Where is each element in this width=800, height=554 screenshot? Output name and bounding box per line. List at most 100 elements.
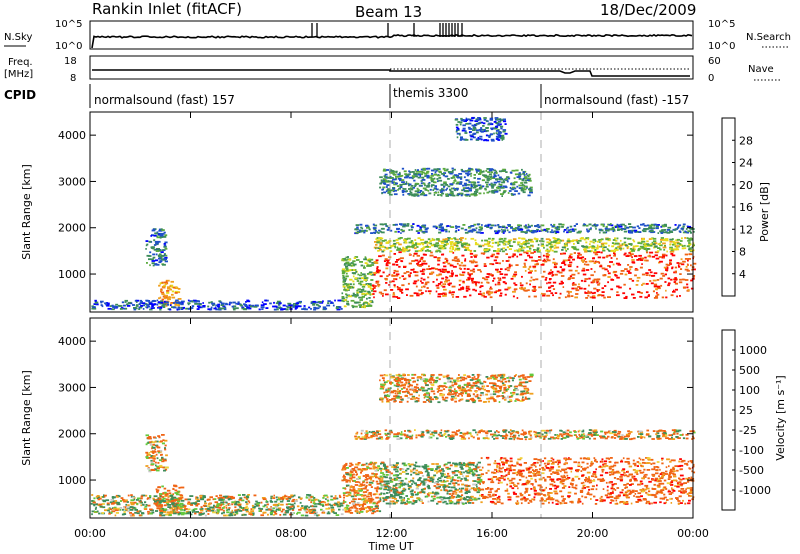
velocity-cell (310, 499, 315, 502)
power-cell (163, 300, 166, 303)
power-cell (480, 285, 484, 287)
velocity-cell (356, 463, 360, 466)
power-cell (462, 224, 466, 226)
velocity-cell (373, 474, 378, 477)
velocity-cell (354, 481, 359, 483)
power-cell (353, 257, 357, 259)
power-cell (594, 225, 597, 228)
power-cell (438, 240, 441, 242)
power-cell (550, 241, 553, 243)
power-cell (556, 228, 560, 231)
power-cell (589, 296, 593, 299)
power-cell (153, 239, 156, 242)
power-cell (581, 269, 586, 272)
power-cell (437, 259, 441, 262)
velocity-cell (149, 441, 151, 444)
power-cell (366, 230, 368, 232)
velocity-cell (375, 502, 379, 505)
power-cell (473, 254, 476, 257)
power-cell (630, 253, 634, 256)
velocity-cell (396, 499, 400, 502)
power-cell (528, 266, 531, 269)
power-cell (612, 239, 616, 241)
power-cell (506, 229, 509, 232)
velocity-cell (157, 462, 160, 464)
velocity-cell (308, 506, 310, 509)
power-cell (462, 264, 467, 267)
power-cell (604, 227, 607, 230)
power-cell (345, 283, 350, 286)
power-cell (404, 239, 407, 242)
velocity-cell (160, 449, 163, 452)
power-cell (526, 242, 530, 245)
velocity-cell (145, 434, 150, 437)
power-cell (312, 303, 316, 306)
power-cell (479, 290, 482, 293)
power-cell (648, 269, 652, 271)
velocity-cell (139, 497, 143, 500)
power-cell (523, 174, 526, 176)
power-cell (657, 232, 660, 234)
power-cell (438, 226, 442, 228)
velocity-cell (354, 466, 359, 469)
power-cell (473, 250, 477, 252)
power-cell (460, 194, 463, 197)
power-cell (377, 271, 381, 274)
velocity-cell (326, 498, 329, 501)
power-cell (432, 181, 435, 184)
velocity-cell (117, 494, 120, 497)
power-cell (383, 289, 387, 292)
power-cell (436, 188, 439, 191)
velocity-cell (146, 457, 149, 459)
power-cell (536, 230, 539, 233)
power-cell (518, 172, 521, 174)
power-cell (244, 305, 248, 307)
power-cell (390, 245, 393, 248)
power-cell (418, 289, 423, 292)
power-cell (477, 231, 481, 234)
power-cell (384, 223, 387, 225)
velocity-cell (431, 481, 434, 483)
power-cell (593, 278, 598, 281)
power-cell (174, 290, 179, 293)
velocity-cell (163, 504, 167, 507)
power-cell (442, 261, 446, 264)
velocity-cell (356, 494, 359, 496)
power-cell (438, 177, 442, 179)
power-cell (632, 226, 636, 229)
velocity-cell (280, 498, 285, 500)
power-cell (687, 240, 691, 242)
velocity-cell (304, 505, 308, 508)
power-cell (356, 259, 360, 261)
power-cell (430, 244, 434, 247)
power-cell (368, 297, 371, 299)
velocity-cell (349, 477, 353, 480)
power-cell (480, 281, 483, 284)
power-cell (631, 248, 635, 251)
power-cell (352, 292, 355, 295)
power-cell (401, 284, 405, 287)
power-cell (669, 259, 672, 262)
power-cell (497, 277, 500, 279)
velocity-cell (155, 488, 158, 491)
velocity-cell (370, 475, 374, 478)
velocity-cell (264, 504, 267, 507)
power-cell (437, 194, 440, 196)
power-cell (594, 240, 597, 242)
velocity-cell (161, 514, 166, 517)
power-cell (639, 231, 642, 233)
noise-left-tick-bottom: 10^0 (55, 41, 82, 52)
power-cell (502, 260, 504, 262)
velocity-cell (172, 511, 176, 514)
power-cell (566, 290, 570, 293)
power-cell (610, 257, 613, 259)
power-cell (243, 304, 248, 306)
velocity-cell (215, 495, 218, 497)
power-cell (582, 261, 585, 263)
power-cell (416, 254, 420, 257)
power-cell (636, 225, 640, 228)
velocity-cell (169, 512, 173, 514)
power-cell (624, 252, 627, 255)
velocity-cell (148, 470, 152, 473)
power-cell (469, 260, 473, 263)
